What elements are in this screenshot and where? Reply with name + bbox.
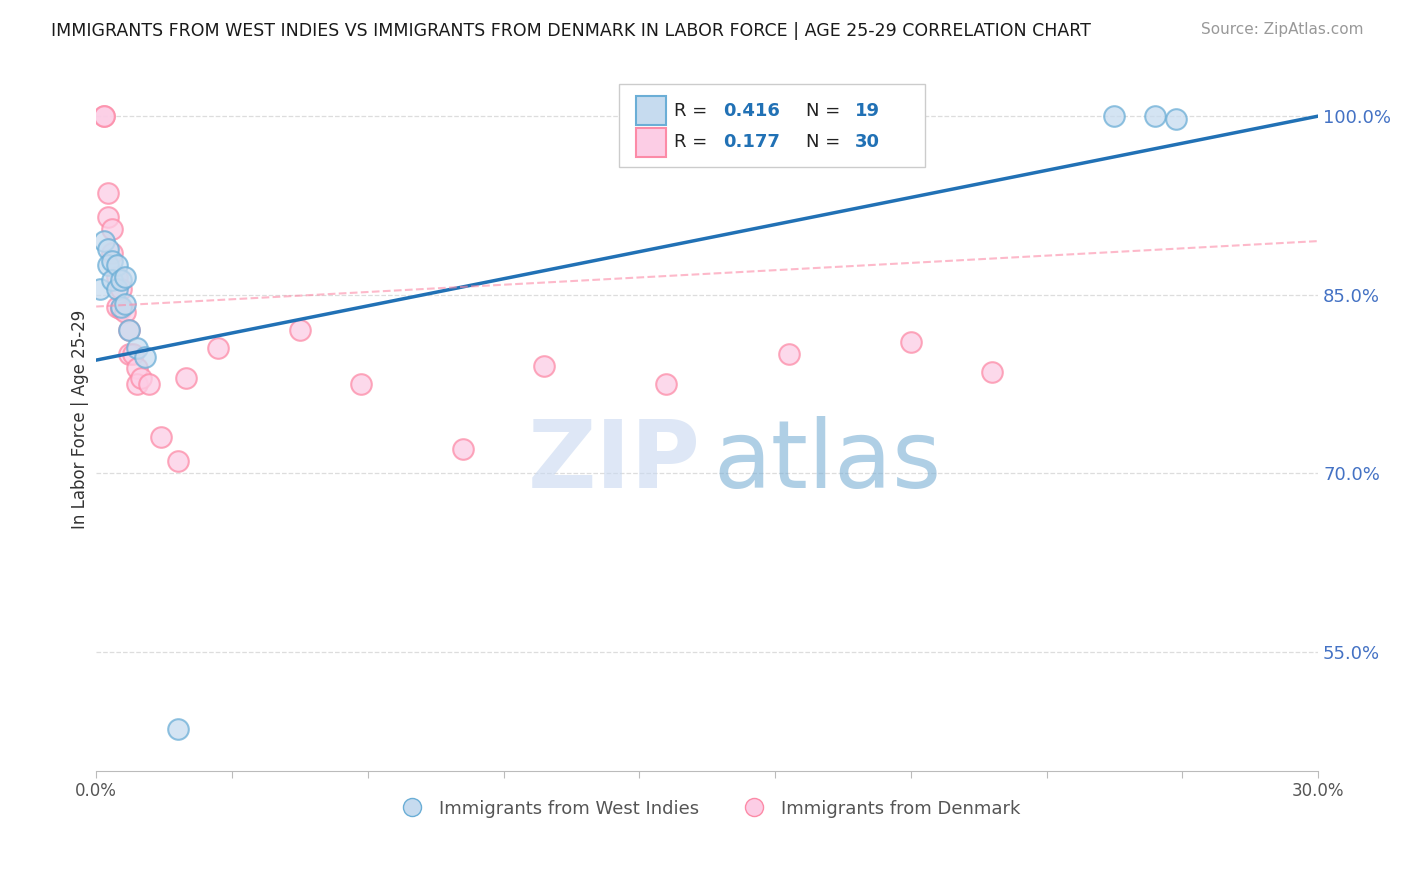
Y-axis label: In Labor Force | Age 25-29: In Labor Force | Age 25-29 <box>72 310 89 529</box>
Point <box>101 246 124 260</box>
Point <box>533 359 555 373</box>
Point <box>110 300 132 314</box>
Point <box>900 335 922 350</box>
Point <box>114 305 136 319</box>
Point <box>89 282 111 296</box>
Point <box>97 186 120 201</box>
Point <box>134 350 156 364</box>
Point <box>125 341 148 355</box>
Point <box>101 273 124 287</box>
Point <box>101 222 124 236</box>
Point <box>118 323 141 337</box>
Point <box>97 258 120 272</box>
Point <box>118 347 141 361</box>
Point <box>93 109 115 123</box>
Point <box>97 243 120 257</box>
Point <box>288 323 311 337</box>
Point <box>105 282 128 296</box>
Point <box>110 273 132 287</box>
FancyBboxPatch shape <box>637 128 665 157</box>
Text: IMMIGRANTS FROM WEST INDIES VS IMMIGRANTS FROM DENMARK IN LABOR FORCE | AGE 25-2: IMMIGRANTS FROM WEST INDIES VS IMMIGRANT… <box>51 22 1091 40</box>
Point <box>451 442 474 457</box>
Point <box>93 109 115 123</box>
Point <box>101 254 124 268</box>
Point <box>114 269 136 284</box>
Point <box>114 297 136 311</box>
Point <box>129 371 152 385</box>
Text: Source: ZipAtlas.com: Source: ZipAtlas.com <box>1201 22 1364 37</box>
Point <box>121 347 143 361</box>
Text: 19: 19 <box>855 102 880 120</box>
Text: 0.177: 0.177 <box>723 133 780 152</box>
Point <box>105 300 128 314</box>
Point <box>655 376 678 391</box>
Point <box>174 371 197 385</box>
Point <box>207 341 229 355</box>
Point <box>93 234 115 248</box>
Point <box>125 361 148 376</box>
Point <box>981 365 1004 379</box>
Point <box>110 301 132 316</box>
Text: N =: N = <box>806 133 846 152</box>
Point <box>166 722 188 736</box>
Text: R =: R = <box>673 102 713 120</box>
Point <box>166 454 188 468</box>
Point <box>105 258 128 272</box>
Point <box>118 323 141 337</box>
Point <box>97 211 120 225</box>
Text: N =: N = <box>806 102 846 120</box>
Point <box>125 376 148 391</box>
Text: 30: 30 <box>855 133 880 152</box>
Point <box>1104 109 1126 123</box>
Point <box>1164 112 1187 126</box>
Point <box>778 347 800 361</box>
Legend: Immigrants from West Indies, Immigrants from Denmark: Immigrants from West Indies, Immigrants … <box>387 792 1028 825</box>
Text: 0.416: 0.416 <box>723 102 780 120</box>
Point <box>138 376 160 391</box>
Point <box>110 282 132 296</box>
FancyBboxPatch shape <box>637 96 665 126</box>
Text: R =: R = <box>673 133 713 152</box>
Point <box>150 430 173 444</box>
FancyBboxPatch shape <box>619 84 925 167</box>
Point <box>105 269 128 284</box>
Point <box>1144 109 1167 123</box>
Point <box>350 376 373 391</box>
Text: atlas: atlas <box>713 416 942 508</box>
Text: ZIP: ZIP <box>529 416 702 508</box>
